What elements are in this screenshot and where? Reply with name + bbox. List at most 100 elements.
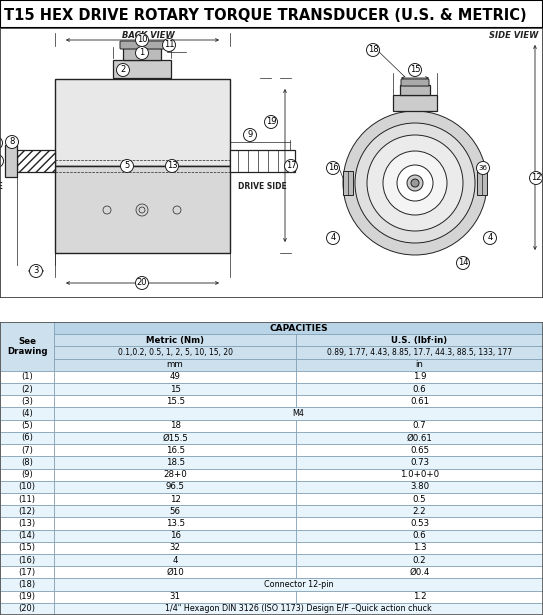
Bar [54,444,296,456]
Text: 18: 18 [368,46,378,55]
Circle shape [136,277,148,290]
Text: 1/4" Hexagon DIN 3126 (ISO 1173) Design E/F –Quick action chuck: 1/4" Hexagon DIN 3126 (ISO 1173) Design … [165,605,432,613]
Text: (15): (15) [18,544,36,552]
Text: (6): (6) [21,434,33,442]
Bar [54,469,296,481]
Circle shape [408,63,421,76]
Text: (18): (18) [18,580,36,589]
Text: Ø10: Ø10 [166,568,184,577]
Text: TEST SIDE: TEST SIDE [0,182,3,191]
Text: BACK VIEW: BACK VIEW [122,31,175,40]
Bar [0,481,54,493]
Text: 10: 10 [137,36,147,44]
Text: 15: 15 [410,66,420,74]
Circle shape [477,162,489,175]
Bar [54,371,296,383]
Circle shape [264,116,277,129]
Text: 16: 16 [169,531,181,540]
Bar [296,346,543,359]
Text: (17): (17) [18,568,36,577]
Text: (8): (8) [21,458,33,467]
Bar [0,590,54,603]
Text: (3): (3) [21,397,33,406]
Text: (4): (4) [21,409,33,418]
Text: 0.2: 0.2 [413,555,426,565]
Text: 0.7: 0.7 [413,421,426,430]
Bar [0,603,54,615]
Bar [17,150,55,172]
Bar [0,395,54,408]
Text: 1.0+0+0: 1.0+0+0 [400,470,439,479]
Text: 4: 4 [330,234,336,242]
Text: 12: 12 [531,173,541,183]
Bar [296,359,543,371]
Text: 12: 12 [169,494,181,504]
Bar [296,566,543,578]
Bar [54,603,543,615]
Bar [54,408,543,419]
Text: 4: 4 [488,234,493,242]
Circle shape [285,159,298,172]
Circle shape [0,154,3,167]
Text: Metric (Nm): Metric (Nm) [146,336,204,345]
Bar [393,95,437,111]
Bar [296,530,543,542]
Text: 1.3: 1.3 [413,544,426,552]
Text: (9): (9) [21,470,33,479]
Bar [0,419,54,432]
Text: Ø0.4: Ø0.4 [409,568,430,577]
Text: 16.5: 16.5 [166,446,185,454]
Bar [0,371,54,383]
Text: 36: 36 [478,165,488,171]
Bar [296,517,543,530]
Bar [296,444,543,456]
Bar [0,554,54,566]
Bar [54,432,296,444]
Text: 1.2: 1.2 [413,592,426,601]
Text: 0.6: 0.6 [413,531,426,540]
Text: (11): (11) [18,494,36,504]
Bar [54,566,296,578]
Bar [296,469,543,481]
Text: U.S. (lbf·in): U.S. (lbf·in) [392,336,447,345]
Text: Ø15.5: Ø15.5 [162,434,188,442]
Bar [0,542,54,554]
Text: 56: 56 [169,507,181,516]
Text: (19): (19) [18,592,36,601]
Circle shape [29,264,42,277]
Bar [113,60,171,78]
Bar [54,481,296,493]
Text: (20): (20) [18,605,36,613]
Text: 49: 49 [169,373,181,381]
Text: 0.65: 0.65 [410,446,429,454]
Bar [0,432,54,444]
Circle shape [326,162,339,175]
Text: 0.61: 0.61 [410,397,429,406]
Bar [54,456,296,469]
Bar [0,469,54,481]
Text: Connector 12-pin: Connector 12-pin [264,580,333,589]
Text: (13): (13) [18,519,36,528]
Text: 13: 13 [167,162,178,170]
Text: in: in [415,360,424,369]
Text: 13.5: 13.5 [166,519,185,528]
Text: Ø0.61: Ø0.61 [407,434,432,442]
Text: 3.80: 3.80 [410,482,429,491]
Bar [0,505,54,517]
Text: 31: 31 [169,592,181,601]
FancyBboxPatch shape [120,41,164,49]
Bar [55,79,230,166]
Bar [296,493,543,505]
Text: 2.2: 2.2 [413,507,426,516]
Text: (16): (16) [18,555,36,565]
Text: (1): (1) [21,373,33,381]
Bar [296,505,543,517]
Text: 0.1,0.2, 0.5, 1, 2, 5, 10, 15, 20: 0.1,0.2, 0.5, 1, 2, 5, 10, 15, 20 [118,348,232,357]
Circle shape [5,135,18,148]
Bar [0,578,54,590]
Bar [54,383,296,395]
Bar [296,456,543,469]
Bar [0,444,54,456]
Bar [54,346,296,359]
Text: 0.89, 1.77, 4.43, 8.85, 17.7, 44.3, 88.5, 133, 177: 0.89, 1.77, 4.43, 8.85, 17.7, 44.3, 88.5… [327,348,512,357]
